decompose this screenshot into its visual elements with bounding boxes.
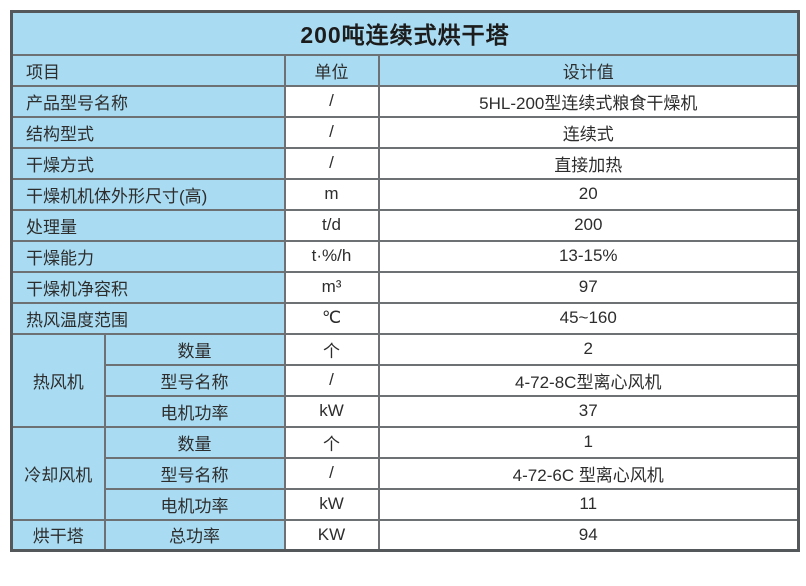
table-row: 型号名称 / 4-72-6C 型离心风机 [12, 456, 800, 490]
row-label: 结构型式 [10, 115, 286, 149]
row-value: 97 [377, 270, 800, 304]
group-label-drying-tower: 烘干塔 [10, 518, 106, 552]
table-row: 型号名称 / 4-72-8C型离心风机 [12, 363, 800, 397]
row-value: 5HL-200型连续式粮食干燥机 [377, 84, 800, 118]
group-label-cooling-fan: 冷却风机 [10, 425, 106, 521]
row-value: 4-72-6C 型离心风机 [377, 456, 800, 490]
table-row: 结构型式 / 连续式 [10, 115, 800, 149]
row-label: 热风温度范围 [10, 301, 286, 335]
group-label-hot-air-fan: 热风机 [10, 332, 106, 428]
column-header-unit: 单位 [283, 53, 380, 87]
row-unit: t·%/h [283, 239, 380, 273]
row-value: 20 [377, 177, 800, 211]
row-label: 数量 [103, 425, 286, 459]
table-row: 干燥方式 / 直接加热 [10, 146, 800, 180]
row-unit: / [283, 115, 380, 149]
row-unit: / [283, 363, 380, 397]
row-label: 处理量 [10, 208, 286, 242]
row-value: 45~160 [377, 301, 800, 335]
row-value: 连续式 [377, 115, 800, 149]
row-value: 37 [377, 394, 800, 428]
table-row: 烘干塔 总功率 KW 94 [10, 518, 800, 552]
table-row: 热风机 数量 个 2 [10, 332, 800, 428]
table-row: 电机功率 kW 37 [12, 394, 800, 428]
table-row: 产品型号名称 / 5HL-200型连续式粮食干燥机 [10, 84, 800, 118]
row-label: 电机功率 [103, 394, 286, 428]
row-label: 产品型号名称 [10, 84, 286, 118]
row-label: 干燥机净容积 [10, 270, 286, 304]
table-row: 电机功率 kW 11 [12, 487, 800, 521]
row-unit: / [283, 456, 380, 490]
row-value: 直接加热 [377, 146, 800, 180]
column-header-item: 项目 [10, 53, 286, 87]
row-label: 总功率 [103, 518, 286, 552]
page-title: 200吨连续式烘干塔 [10, 10, 800, 56]
row-value: 13-15% [377, 239, 800, 273]
row-unit: / [283, 84, 380, 118]
table-row: 热风温度范围 ℃ 45~160 [10, 301, 800, 335]
row-label: 数量 [103, 332, 286, 366]
row-unit: 个 [283, 332, 380, 366]
drying-tower-spec-table: 200吨连续式烘干塔 项目 单位 设计值 产品型号名称 / 5HL-200型连续… [10, 10, 800, 552]
table-row: 干燥能力 t·%/h 13-15% [10, 239, 800, 273]
row-value: 4-72-8C型离心风机 [377, 363, 800, 397]
row-unit: m [283, 177, 380, 211]
row-label: 电机功率 [103, 487, 286, 521]
row-unit: 个 [283, 425, 380, 459]
table-row: 冷却风机 数量 个 1 [10, 425, 800, 521]
table-row: 干燥机机体外形尺寸(高) m 20 [10, 177, 800, 211]
row-value: 2 [377, 332, 800, 366]
row-unit: m³ [283, 270, 380, 304]
row-unit: kW [283, 487, 380, 521]
row-unit: KW [283, 518, 380, 552]
row-label: 干燥能力 [10, 239, 286, 273]
row-value: 200 [377, 208, 800, 242]
row-unit: / [283, 146, 380, 180]
table-row: 处理量 t/d 200 [10, 208, 800, 242]
row-label: 型号名称 [103, 456, 286, 490]
row-label: 干燥机机体外形尺寸(高) [10, 177, 286, 211]
row-value: 94 [377, 518, 800, 552]
row-label: 干燥方式 [10, 146, 286, 180]
column-header-value: 设计值 [377, 53, 800, 87]
row-value: 11 [377, 487, 800, 521]
table-row: 干燥机净容积 m³ 97 [10, 270, 800, 304]
row-value: 1 [377, 425, 800, 459]
row-label: 型号名称 [103, 363, 286, 397]
row-unit: kW [283, 394, 380, 428]
row-unit: t/d [283, 208, 380, 242]
header-row: 项目 单位 设计值 [10, 53, 800, 87]
title-row: 200吨连续式烘干塔 [10, 10, 800, 56]
row-unit: ℃ [283, 301, 380, 335]
